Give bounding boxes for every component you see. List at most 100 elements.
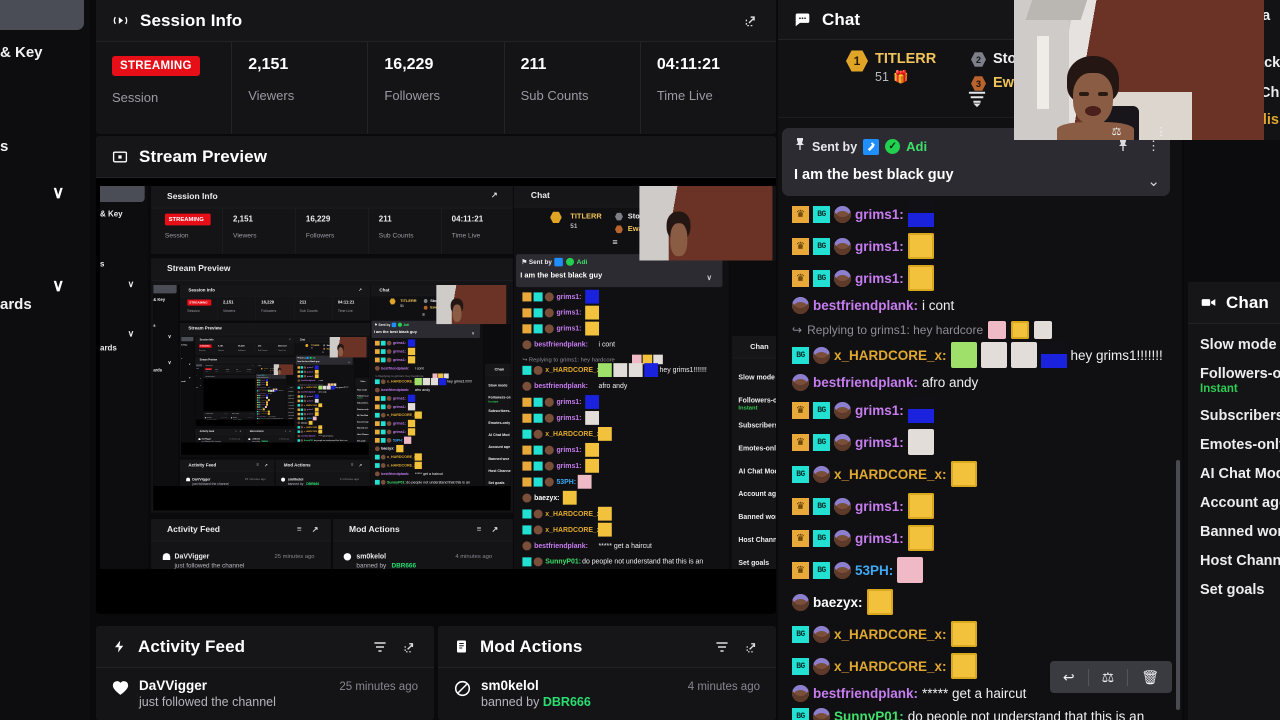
sidebar-chevron-2-icon[interactable]: ∨ bbox=[52, 276, 65, 295]
channel-setting-label[interactable]: Set goals bbox=[1200, 582, 1265, 598]
pin-icon[interactable]: ⚖ bbox=[1089, 668, 1129, 686]
stream-preview-video[interactable]: & Key s ∨ ∨ ards Session Info ↗ STREAMING Sessio… bbox=[96, 178, 776, 614]
avatar bbox=[792, 685, 809, 702]
chat-username[interactable]: x_HARDCORE_x: bbox=[834, 626, 947, 642]
channel-setting-row[interactable]: Set goals bbox=[1188, 569, 1280, 598]
bg-badge-icon: BG bbox=[813, 497, 830, 515]
chat-message[interactable]: BG x_HARDCORE_x: bbox=[792, 458, 1168, 490]
webcam-pin-icon[interactable]: ⚖ bbox=[1111, 126, 1122, 138]
popout-icon[interactable] bbox=[744, 639, 760, 655]
chat-username[interactable]: bestfriendplank: bbox=[813, 298, 919, 313]
chat-message[interactable]: baezyx: bbox=[792, 586, 1168, 618]
channel-setting-row[interactable]: AI Chat Mod bbox=[1188, 453, 1280, 482]
chat-message[interactable]: bestfriendplank: ***** get a haircut bbox=[792, 682, 1168, 705]
delete-icon[interactable]: 🗑 bbox=[1141, 668, 1159, 685]
channel-setting-label[interactable]: Slow mode bbox=[1200, 337, 1277, 353]
chat-message[interactable]: BG x_HARDCORE_x: bbox=[792, 650, 1168, 682]
emote-cry bbox=[907, 233, 934, 259]
rank-1-badge-icon: 1 bbox=[846, 50, 868, 72]
channel-setting-label[interactable]: Followers-on bbox=[1200, 366, 1280, 382]
channel-setting-row[interactable]: Emotes-only bbox=[1188, 424, 1280, 453]
chat-username[interactable]: grims1: bbox=[855, 206, 904, 222]
leaderboard-entry-1[interactable]: 1 TITLERR 51 🎁 bbox=[846, 50, 936, 86]
channel-setting-label[interactable]: Account age bbox=[1200, 495, 1280, 511]
chat-message[interactable]: ♛ BG grims1: bbox=[792, 394, 1168, 426]
crown-badge-icon: ♛ bbox=[792, 529, 809, 547]
sidebar-item-key[interactable]: & Key bbox=[0, 44, 43, 61]
collapse-leaderboard-icon[interactable] bbox=[966, 90, 988, 113]
bg-badge-icon: BG bbox=[792, 657, 809, 675]
chat-username[interactable]: grims1: bbox=[855, 530, 904, 546]
emote-cat bbox=[980, 342, 1007, 368]
chat-message[interactable]: bestfriendplank: afro andy bbox=[792, 371, 1168, 394]
reply-icon[interactable]: ↩ bbox=[1050, 668, 1089, 686]
chat-message[interactable]: ♛ BG grims1: bbox=[792, 230, 1168, 262]
more-vertical-icon[interactable]: ⋮ bbox=[1147, 138, 1160, 153]
chat-username[interactable]: grims1: bbox=[855, 434, 904, 450]
bolt-icon bbox=[112, 639, 127, 654]
channel-setting-row[interactable]: Host Channe bbox=[1188, 540, 1280, 569]
chat-message[interactable]: BG x_HARDCORE_x: hey grims1!!!!!!! bbox=[792, 339, 1168, 371]
chat-username[interactable]: grims1: bbox=[855, 498, 904, 514]
chat-message[interactable]: ♛ BG 53PH: bbox=[792, 554, 1168, 586]
channel-setting-label[interactable]: Banned wor bbox=[1200, 524, 1280, 540]
list-item[interactable]: DaVVigger 25 minutes ago just followed t… bbox=[96, 668, 434, 711]
session-stats: STREAMING Session 2,151 Viewers 16,229 F… bbox=[96, 42, 776, 134]
popout-icon[interactable] bbox=[743, 12, 760, 29]
bg-badge-icon: BG bbox=[813, 205, 830, 223]
emote-cat bbox=[1010, 342, 1037, 368]
pin-toggle-icon[interactable] bbox=[1117, 138, 1129, 155]
sidebar-chevron-1-icon[interactable]: ∨ bbox=[52, 183, 65, 202]
chat-message[interactable]: ♛ BG grims1: bbox=[792, 490, 1168, 522]
channel-setting-label[interactable]: Emotes-only bbox=[1200, 437, 1280, 453]
pinned-message-text: I am the best black guy bbox=[794, 167, 954, 183]
webcam-eye-right bbox=[1097, 92, 1108, 97]
chat-message-text: ***** get a haircut bbox=[922, 686, 1027, 701]
channel-setting-row[interactable]: Account age bbox=[1188, 482, 1280, 511]
chat-message[interactable]: ♛ BG grims1: bbox=[792, 262, 1168, 294]
chat-username[interactable]: x_HARDCORE_x: bbox=[834, 347, 947, 363]
filter-icon[interactable] bbox=[714, 639, 730, 655]
emote-cry bbox=[950, 461, 977, 487]
popout-icon[interactable] bbox=[402, 639, 418, 655]
chat-username[interactable]: bestfriendplank: bbox=[813, 686, 919, 701]
chat-message[interactable]: BG SunnyP01: do people not understand that… bbox=[792, 705, 1168, 720]
chat-username[interactable]: x_HARDCORE_x: bbox=[834, 658, 947, 674]
sidebar-item-s[interactable]: s bbox=[0, 138, 9, 155]
chat-username[interactable]: grims1: bbox=[855, 402, 904, 418]
channel-setting-row[interactable]: Banned wor bbox=[1188, 511, 1280, 540]
channel-setting-label[interactable]: Host Channe bbox=[1200, 553, 1280, 569]
chat-message[interactable]: ♛ BG grims1: bbox=[792, 426, 1168, 458]
chat-scrollbar[interactable] bbox=[1176, 460, 1180, 710]
channel-setting-row[interactable]: Subscribers- bbox=[1188, 395, 1280, 424]
channel-setting-label[interactable]: Subscribers- bbox=[1200, 408, 1280, 424]
sidebar-active-item[interactable] bbox=[0, 0, 84, 30]
webcam-overlay[interactable]: ⚖ ⋮ bbox=[1014, 0, 1264, 140]
message-hover-actions[interactable]: ↩ ⚖ 🗑 bbox=[1049, 661, 1172, 693]
chat-username[interactable]: x_HARDCORE_x: bbox=[834, 466, 947, 482]
chat-message[interactable]: BG x_HARDCORE_x: bbox=[792, 618, 1168, 650]
chat-username[interactable]: 53PH: bbox=[855, 562, 894, 578]
list-item[interactable]: sm0kelol 4 minutes ago banned by DBR666 bbox=[438, 668, 776, 711]
chevron-down-icon[interactable]: ⌄ bbox=[1147, 173, 1160, 190]
chat-username[interactable]: SunnyP01: bbox=[834, 709, 904, 720]
crown-badge-icon: ♛ bbox=[792, 497, 809, 515]
chat-message-list[interactable]: ♛ BG grims1: ♛ BG grims1: ♛ BG grims1: bestfriend… bbox=[778, 190, 1182, 720]
chat-message[interactable]: bestfriendplank: i cont bbox=[792, 294, 1168, 317]
pinned-sent-by-label: Sent by bbox=[812, 139, 858, 154]
right-clipped-ch[interactable]: Ch bbox=[1260, 85, 1280, 101]
chat-message[interactable]: ♛ BG grims1: bbox=[792, 522, 1168, 554]
chat-username[interactable]: grims1: bbox=[855, 238, 904, 254]
webcam-more-icon[interactable]: ⋮ bbox=[1155, 126, 1167, 138]
sidebar-item-ards[interactable]: ards bbox=[0, 296, 32, 313]
channel-setting-row[interactable]: Slow mode bbox=[1188, 324, 1280, 353]
chat-username[interactable]: grims1: bbox=[855, 270, 904, 286]
chat-username[interactable]: baezyx: bbox=[813, 594, 863, 610]
filter-icon[interactable] bbox=[372, 639, 388, 655]
chat-username[interactable]: bestfriendplank: bbox=[813, 375, 919, 390]
chat-message[interactable]: ♛ BG grims1: bbox=[792, 198, 1168, 230]
session-info-title: Session Info bbox=[140, 10, 243, 30]
channel-setting-label[interactable]: AI Chat Mod bbox=[1200, 466, 1280, 482]
